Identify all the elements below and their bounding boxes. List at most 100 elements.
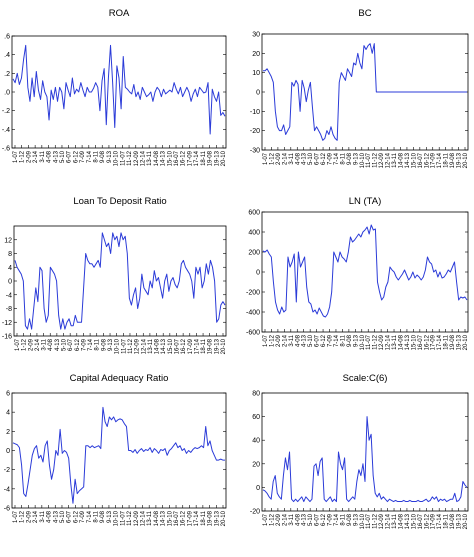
x-tick-label: 11-07	[120, 150, 126, 166]
x-tick-label: 6-12	[321, 334, 327, 347]
y-tick-label: .2	[4, 71, 10, 78]
x-tick-label: 19-08	[450, 334, 456, 350]
x-tick-label: 14-13	[405, 152, 411, 168]
x-tick-label: 17-14	[194, 150, 200, 166]
y-tick-label: 10	[252, 70, 260, 77]
x-tick-label: 1-12	[20, 510, 26, 523]
chart-title: Capital Adequacy Ratio	[70, 373, 169, 384]
x-tick-label: 12-14	[141, 338, 147, 354]
y-tick-label: -8	[6, 306, 12, 313]
x-tick-label: 15-10	[167, 150, 173, 166]
y-tick-label: -4	[4, 486, 10, 493]
x-tick-label: 14-08	[155, 338, 161, 354]
y-tick-label: 0	[256, 270, 260, 277]
x-tick-label: 12-14	[140, 510, 146, 526]
x-tick-label: 20-10	[463, 334, 469, 350]
y-tick-label: 80	[252, 391, 260, 398]
x-tick-label: 7-14	[334, 152, 340, 165]
x-tick-label: 12-09	[379, 334, 385, 350]
x-tick-label: 14-13	[161, 510, 167, 526]
x-tick-label: 16-07	[174, 510, 180, 526]
x-tick-label: 2-09	[276, 152, 282, 165]
x-tick-label: 7-09	[328, 152, 334, 165]
x-tick-label: 5-10	[308, 152, 314, 165]
y-tick-label: -2	[4, 467, 10, 474]
x-tick-label: 6-07	[68, 338, 74, 351]
x-tick-label: 7-09	[328, 334, 334, 347]
chart-panel-5: Capital Adequacy Ratio -6 -4 -2 0 2 4 6 1-07 1-12…	[4, 373, 227, 526]
x-tick-label: 19-13	[457, 513, 463, 529]
y-tick-label: .6	[4, 34, 10, 41]
y-tick-label: 12	[4, 237, 12, 244]
x-tick-label: 7-14	[88, 338, 94, 351]
x-tick-label: 13-11	[148, 338, 154, 354]
x-tick-label: 15-10	[411, 513, 417, 529]
x-tick-label: 11-12	[127, 150, 133, 166]
x-tick-label: 16-07	[174, 338, 180, 354]
x-tick-label: 6-07	[315, 513, 321, 526]
chart-panel-1: ROA -.6 -.4 -.2 .0 .2 .4 .6 1-07 1-12 2-09 2-14 3-11…	[2, 8, 227, 166]
y-tick-label: -30	[250, 148, 260, 155]
x-tick-label: 8-11	[340, 334, 346, 346]
x-tick-label: 5-10	[60, 150, 66, 163]
x-tick-label: 16-07	[418, 513, 424, 529]
plot-frame	[11, 392, 227, 509]
x-tick-label: 6-12	[321, 152, 327, 165]
x-tick-label: 1-07	[263, 513, 269, 526]
x-tick-label: 1-07	[13, 150, 19, 163]
x-tick-label: 17-09	[431, 513, 437, 529]
x-tick-label: 4-13	[53, 510, 59, 523]
x-tick-label: 10-10	[114, 150, 120, 166]
x-tick-label: 17-14	[194, 338, 200, 354]
x-tick-label: 6-07	[315, 334, 321, 347]
x-tick-label: 20-10	[463, 152, 469, 168]
x-tick-label: 19-08	[208, 338, 214, 354]
x-tick-label: 15-10	[168, 338, 174, 354]
x-tick-label: 16-12	[181, 150, 187, 166]
x-tick-label: 9-08	[347, 334, 353, 347]
x-tick-label: 14-08	[154, 510, 160, 526]
plot-frame	[261, 392, 469, 512]
x-tick-label: 19-08	[450, 152, 456, 168]
x-tick-label: 16-12	[424, 513, 430, 529]
x-tick-label: 15-10	[167, 510, 173, 526]
x-tick-label: 14-08	[398, 152, 404, 168]
x-tick-label: 12-09	[135, 338, 141, 354]
x-tick-label: 9-13	[108, 338, 114, 351]
x-tick-label: 2-14	[282, 334, 288, 347]
x-tick-label: 19-08	[450, 513, 456, 529]
y-tick-label: 600	[248, 210, 260, 217]
x-tick-label: 2-14	[33, 510, 39, 523]
x-tick-label: 8-11	[340, 152, 346, 164]
x-tick-label: 16-07	[418, 152, 424, 168]
x-tick-label: 11-07	[366, 513, 372, 529]
x-tick-label: 7-09	[80, 150, 86, 163]
y-tick-label: -20	[250, 509, 260, 516]
plot-frame	[11, 35, 227, 149]
x-tick-label: 19-13	[214, 338, 220, 354]
x-tick-label: 19-13	[457, 334, 463, 350]
y-tick-label: -.6	[2, 146, 10, 153]
x-tick-label: 6-12	[321, 513, 327, 526]
x-tick-label: 19-13	[457, 152, 463, 168]
x-tick-label: 16-12	[181, 338, 187, 354]
x-tick-label: 13-11	[392, 152, 398, 168]
x-tick-label: 14-13	[405, 334, 411, 350]
x-tick-label: 1-12	[269, 513, 275, 526]
y-tick-label: 30	[252, 32, 260, 39]
x-tick-label: 10-10	[115, 338, 121, 354]
series-line	[12, 44, 226, 135]
x-tick-label: 6-07	[315, 152, 321, 165]
x-tick-label: 1-12	[20, 150, 26, 163]
x-tick-label: 2-09	[276, 334, 282, 347]
x-tick-label: 7-14	[334, 334, 340, 347]
x-tick-label: 7-09	[328, 513, 334, 526]
y-tick-label: 4	[6, 410, 10, 417]
chart-title: ROA	[109, 8, 130, 19]
x-tick-label: 6-12	[73, 150, 79, 163]
x-tick-label: 18-11	[444, 334, 450, 350]
plot-frame	[13, 225, 227, 337]
x-tick-label: 9-08	[100, 510, 106, 523]
x-tick-label: 3-11	[42, 338, 48, 350]
